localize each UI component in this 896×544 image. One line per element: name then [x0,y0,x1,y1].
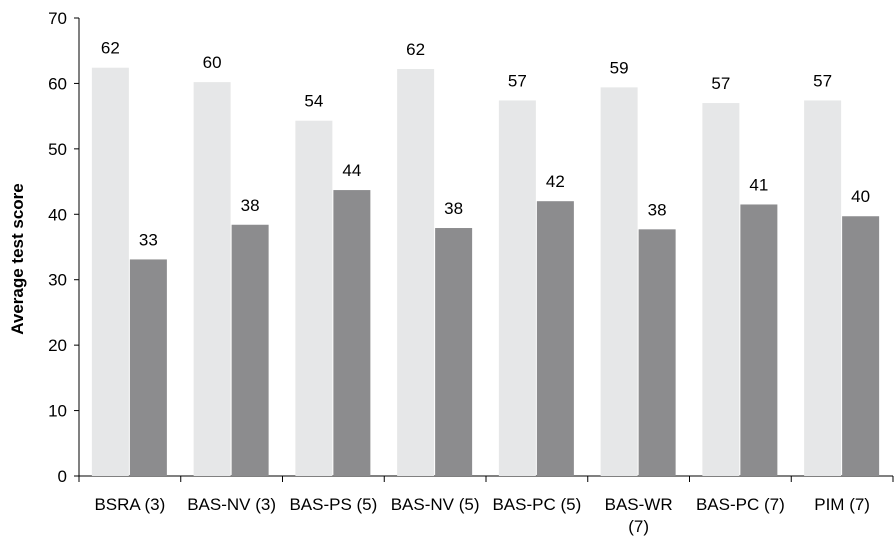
x-tick-label: BSRA (3) [94,495,165,514]
y-tick-label: 70 [48,9,67,28]
y-axis-label: Average test score [8,183,27,335]
x-axis: BSRA (3) BAS-NV (3) BAS-PS (5) BAS-NV (5) BA… [78,475,894,536]
x-tick-label: BAS-NV (3) [187,495,276,514]
data-label: 54 [304,92,323,111]
x-tick-label: BAS-PS (5) [289,495,377,514]
data-label: 62 [101,39,120,58]
data-label: 44 [342,161,361,180]
data-label: 62 [406,40,425,59]
y-tick-label: 10 [48,402,67,421]
data-labels: 62 33 60 38 54 44 62 38 57 42 59 38 57 41 57 40 [101,39,870,250]
data-label: 38 [241,196,260,215]
bar-series-1 [498,100,536,476]
data-label: 59 [610,58,629,77]
data-label: 38 [648,200,667,219]
y-axis: 0 10 20 30 40 50 60 70 [48,9,80,486]
bar-series-2 [129,259,167,476]
bar-series-2 [333,190,371,476]
data-label: 38 [444,199,463,218]
data-label: 60 [203,53,222,72]
bar-series-1 [702,103,740,477]
y-tick-label: 40 [48,205,67,224]
bar-series-2 [740,204,778,476]
bar-series-2 [435,228,473,476]
bar-series-2 [842,216,880,476]
data-label: 33 [139,230,158,249]
y-tick-label: 60 [48,74,67,93]
data-label: 57 [813,71,832,90]
x-tick-label: BAS-PC (5) [492,495,581,514]
data-label: 42 [546,172,565,191]
y-tick-label: 0 [58,467,67,486]
x-tick-label: BAS-NV (5) [391,495,480,514]
bar-series-2 [231,224,269,476]
data-label: 40 [851,187,870,206]
bar-series-1 [295,120,333,477]
y-tick-label: 30 [48,271,67,290]
bar-series-2 [536,201,574,476]
y-tick-label: 20 [48,336,67,355]
data-label: 57 [711,74,730,93]
bar-series-1 [397,69,435,476]
data-label: 41 [749,175,768,194]
bar-series-2 [638,229,676,476]
x-tick-label: (7) [628,517,649,536]
x-tick-label: BAS-PC (7) [696,495,785,514]
bar-series-1 [91,67,129,477]
x-tick-label: PIM (7) [814,495,870,514]
bars [91,67,880,477]
bar-series-1 [600,87,638,477]
bar-series-1 [804,100,842,476]
bar-series-1 [193,82,231,477]
x-tick-label: BAS-WR [605,495,673,514]
y-tick-label: 50 [48,140,67,159]
data-label: 57 [508,71,527,90]
